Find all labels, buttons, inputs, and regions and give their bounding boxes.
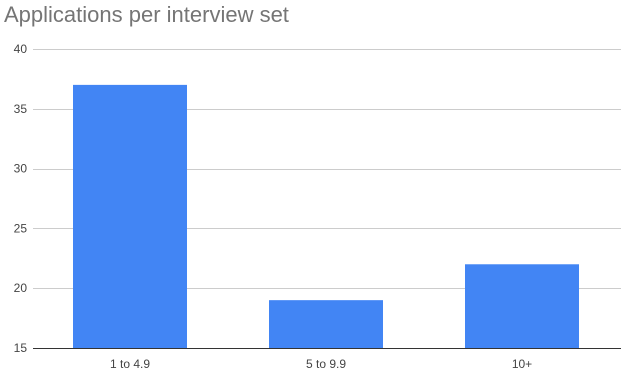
y-tick-label: 30 <box>14 162 28 176</box>
axes: 15 20 25 30 35 40 1 to 4.9 5 to 9.9 10+ <box>14 42 621 371</box>
y-tick-label: 20 <box>14 281 28 295</box>
y-tick-label: 25 <box>14 221 28 235</box>
bar <box>269 300 383 348</box>
x-tick-label: 1 to 4.9 <box>110 357 150 371</box>
bars <box>73 84 579 348</box>
y-tick-label: 35 <box>14 102 28 116</box>
x-tick-label: 10+ <box>512 357 532 371</box>
x-tick-label: 5 to 9.9 <box>306 357 346 371</box>
bar <box>465 264 579 348</box>
y-tick-label: 40 <box>14 42 28 56</box>
chart-title: Applications per interview set <box>4 2 289 27</box>
bar <box>73 84 187 348</box>
y-tick-label: 15 <box>14 341 28 355</box>
